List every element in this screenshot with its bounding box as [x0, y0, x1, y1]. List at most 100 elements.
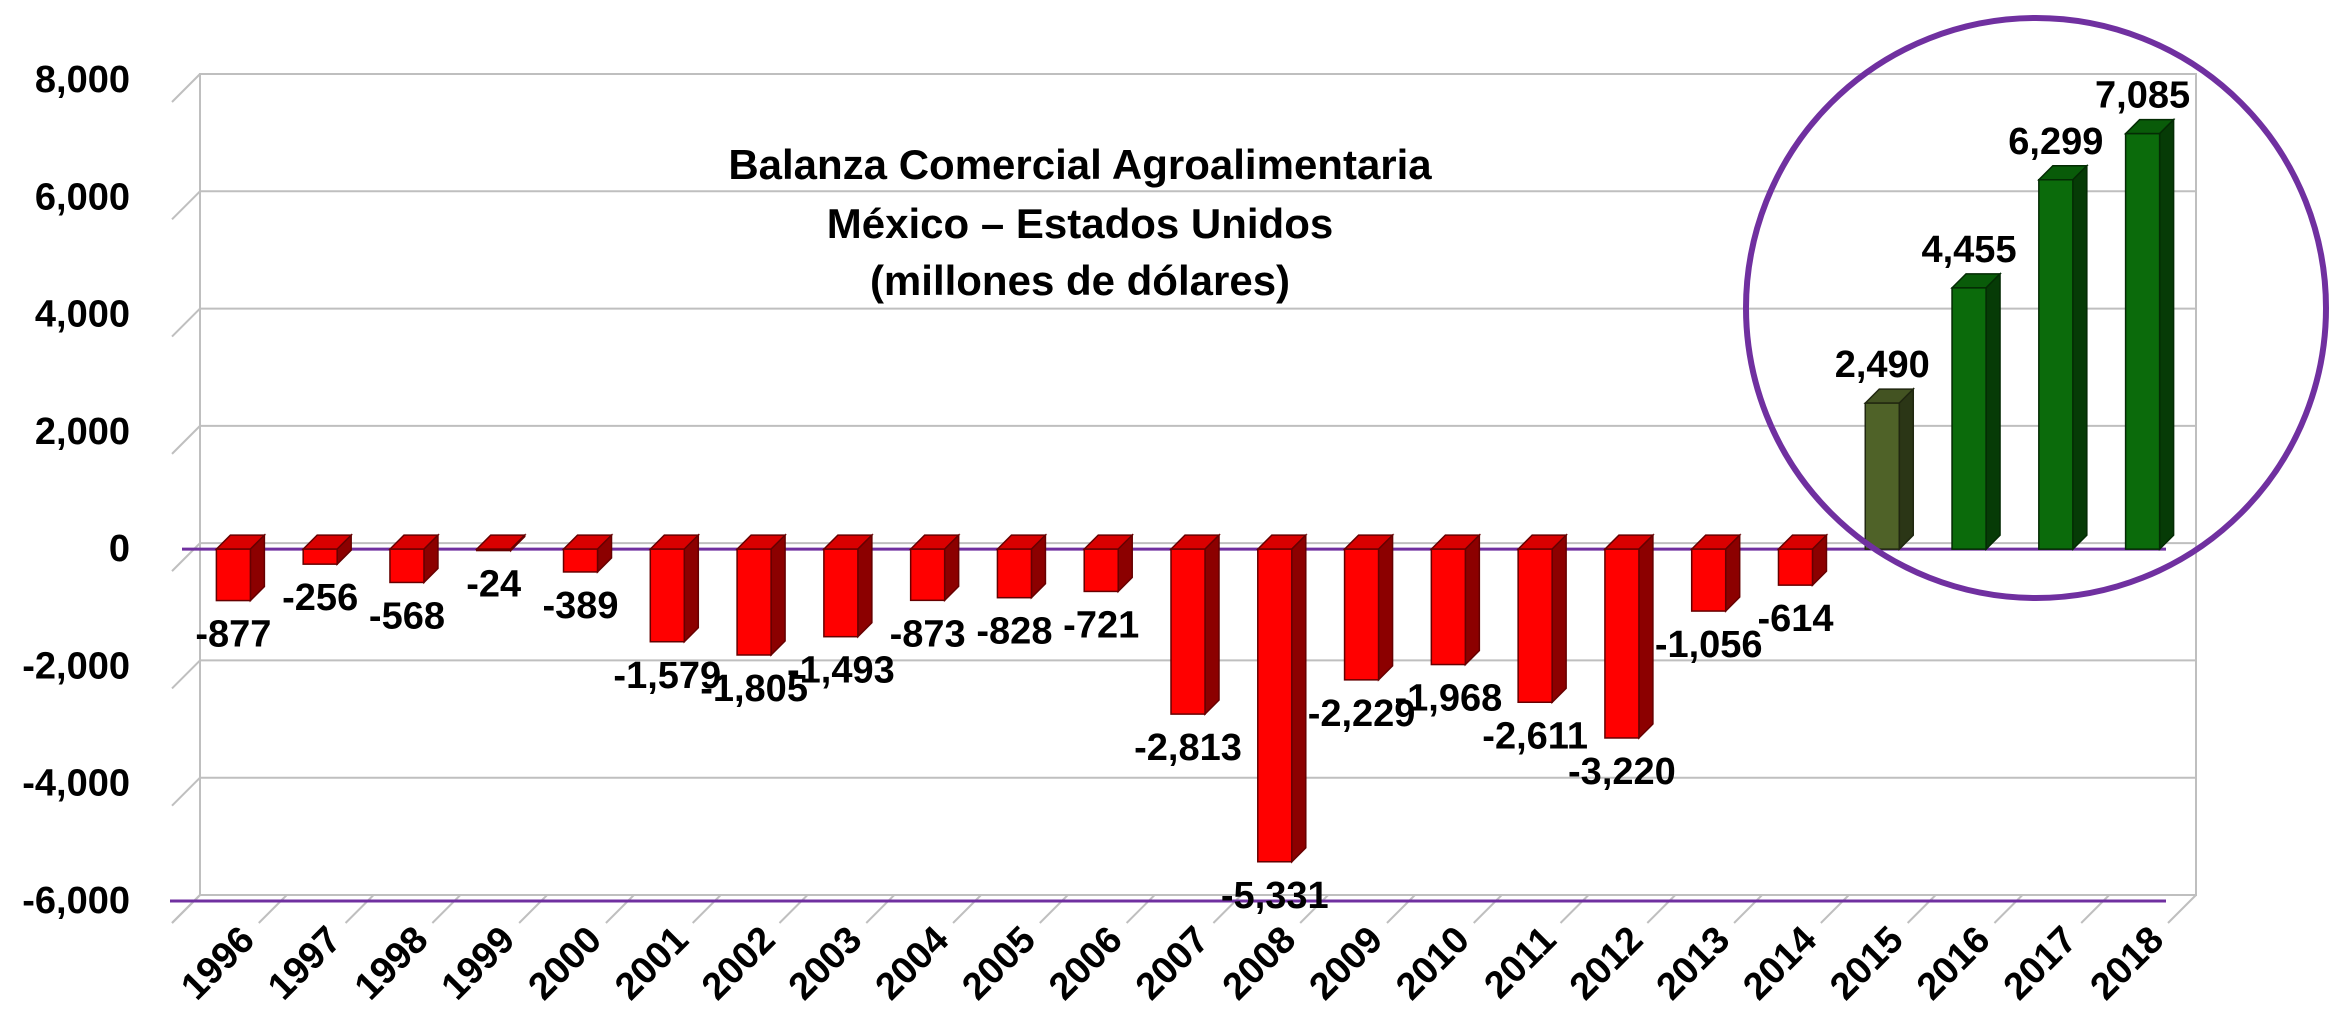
- value-label: -256: [282, 577, 358, 619]
- floor-line: [344, 894, 375, 924]
- value-label: -2,611: [1482, 715, 1588, 757]
- value-label: -568: [369, 595, 445, 637]
- value-label: -5,331: [1221, 875, 1329, 917]
- bar: [1517, 548, 1553, 704]
- value-label: -1,805: [700, 668, 808, 710]
- bar-side: [1464, 533, 1481, 667]
- x-tick-label: 2014: [1735, 919, 1824, 1008]
- bar: [1343, 548, 1380, 681]
- y-tick-label: 4,000: [35, 294, 130, 336]
- floor-line: [1039, 894, 1069, 924]
- bar: [823, 548, 859, 638]
- x-tick-label: 2000: [520, 919, 609, 1008]
- bar-side: [1898, 387, 1915, 551]
- floor-line: [1820, 894, 1850, 924]
- x-tick-label: 2003: [781, 919, 870, 1008]
- highlight-circle: [1743, 15, 2329, 601]
- bar-side: [1985, 272, 2001, 551]
- bar-side: [857, 533, 873, 639]
- value-label: -3,220: [1568, 751, 1676, 793]
- tick-mark: [171, 659, 201, 690]
- x-tick-label: 2012: [1562, 919, 1651, 1008]
- y-tick-label: -2,000: [22, 645, 130, 687]
- x-tick-label: 1996: [173, 919, 262, 1008]
- bar: [1170, 548, 1206, 715]
- floor-line: [952, 894, 982, 924]
- y-tick-label: 2,000: [35, 411, 130, 453]
- floor-line: [865, 894, 895, 924]
- chart-title: (millones de dólares): [870, 257, 1290, 304]
- floor-line: [518, 894, 548, 924]
- x-tick-label: 2018: [2083, 919, 2172, 1008]
- floor-line: [431, 894, 462, 924]
- bar-side: [1291, 533, 1307, 864]
- value-label: 2,490: [1835, 344, 1930, 386]
- x-tick-label: 2002: [694, 919, 783, 1008]
- floor-line: [691, 894, 722, 924]
- value-label: -1,493: [787, 650, 895, 692]
- floor-line: [171, 894, 201, 924]
- x-tick-label: 2010: [1388, 919, 1477, 1008]
- bar: [215, 548, 252, 602]
- bar-side: [1638, 533, 1654, 740]
- x-tick-label: 2011: [1477, 919, 1565, 1007]
- x-tick-label: 1999: [434, 919, 523, 1008]
- x-tick-label: 2004: [868, 919, 957, 1008]
- value-label: -877: [195, 614, 271, 656]
- floor-line: [258, 894, 288, 924]
- y-tick-label: -4,000: [22, 763, 130, 805]
- bar-side: [1377, 533, 1394, 682]
- bar: [562, 548, 599, 573]
- floor-line: [778, 894, 809, 924]
- value-label: 6,299: [2008, 121, 2103, 163]
- x-tick-label: 1998: [347, 919, 436, 1008]
- value-label: -1,968: [1394, 678, 1502, 720]
- y-tick-label: 0: [109, 528, 130, 570]
- bar: [996, 548, 1033, 599]
- bar: [1951, 287, 1987, 550]
- value-label: -721: [1063, 604, 1139, 646]
- y-tick-label: 8,000: [35, 59, 130, 101]
- floor-line: [1733, 894, 1763, 924]
- value-label: -1,056: [1655, 624, 1763, 666]
- x-tick-label: 2015: [1822, 919, 1911, 1008]
- y-tick-label: 6,000: [35, 176, 130, 218]
- bar: [1257, 548, 1293, 863]
- x-tick-label: 2017: [1996, 919, 2085, 1008]
- bar: [736, 548, 772, 656]
- floor-line: [1386, 894, 1416, 924]
- tick-mark: [171, 307, 201, 338]
- value-label: -1,579: [613, 655, 721, 697]
- x-tick-label: 2007: [1128, 919, 1217, 1008]
- chart-title: México – Estados Unidos: [827, 200, 1333, 247]
- floor-line: [2080, 894, 2110, 924]
- bar: [649, 548, 686, 643]
- tick-mark: [171, 73, 201, 103]
- bar: [2038, 179, 2074, 550]
- x-tick-label: 2009: [1302, 919, 1391, 1008]
- x-tick-label: 2005: [954, 919, 1043, 1008]
- value-label: -24: [466, 564, 521, 606]
- bar-side: [683, 533, 700, 644]
- bar-side: [1724, 533, 1741, 613]
- value-label: 4,455: [1921, 229, 2016, 271]
- bar: [1777, 548, 1814, 586]
- value-label: -614: [1757, 598, 1833, 640]
- bar: [1690, 548, 1727, 612]
- floor-line: [1993, 894, 2024, 924]
- x-tick-label: 2001: [607, 919, 696, 1008]
- floor-line: [1906, 894, 1937, 924]
- x-tick-label: 2013: [1649, 919, 1738, 1008]
- bar-side: [1204, 533, 1220, 716]
- value-label: 7,085: [2095, 75, 2190, 117]
- bar: [1083, 548, 1119, 593]
- bar: [475, 548, 512, 552]
- bar: [1430, 548, 1467, 666]
- value-label: -873: [890, 613, 966, 655]
- x-tick-label: 2016: [1909, 919, 1998, 1008]
- floor-line: [1646, 894, 1677, 924]
- bar: [389, 548, 425, 584]
- bar: [1864, 402, 1901, 550]
- tick-mark: [171, 425, 201, 455]
